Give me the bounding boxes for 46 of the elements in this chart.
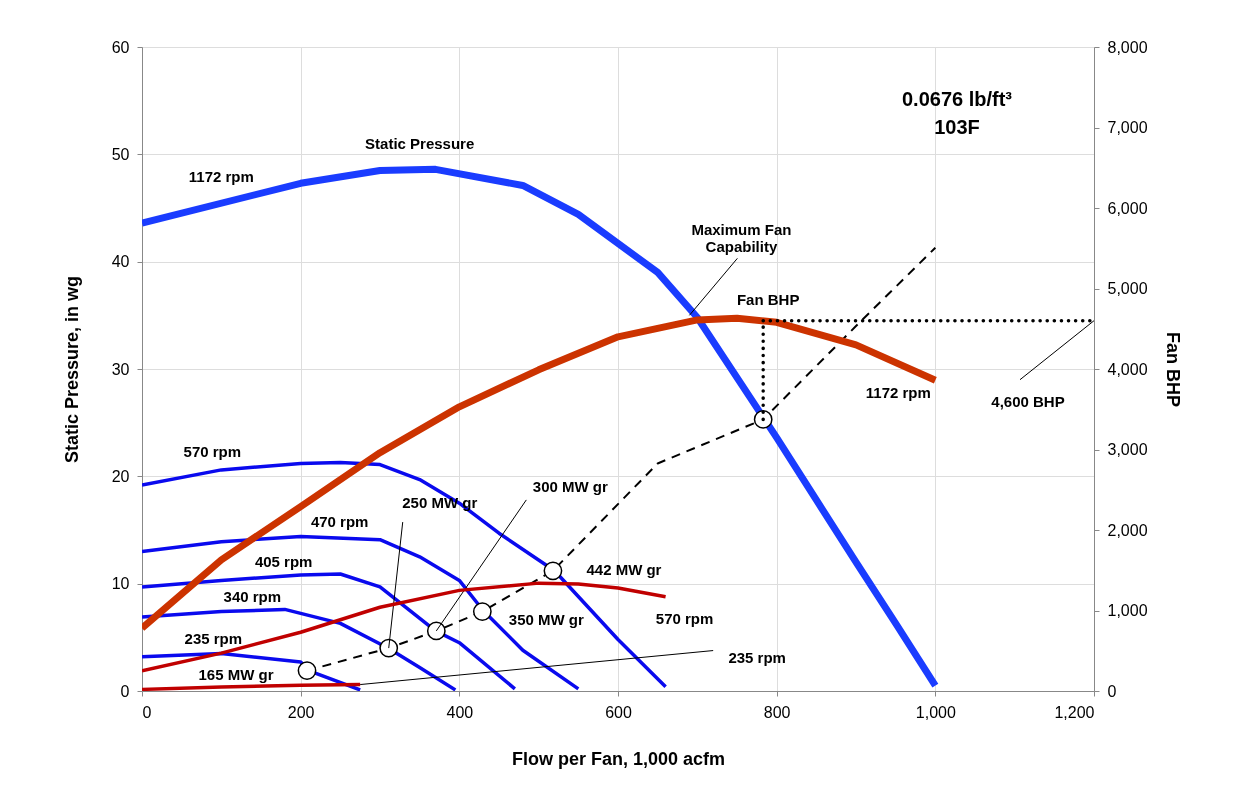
x-tick-label: 1,000 [915, 703, 956, 721]
annotation: 470 rpm [310, 513, 369, 531]
y2-tick-label: 7,000 [1107, 119, 1148, 136]
annotation: 103F [934, 116, 980, 138]
annotation: 570 rpm [655, 609, 714, 627]
annotation: 340 rpm [223, 587, 282, 605]
x-tick-label: 600 [605, 703, 632, 721]
y2-tick-label: 0 [1107, 682, 1117, 700]
y2-tick-label: 1,000 [1107, 602, 1148, 619]
annotation: Fan BHP [736, 290, 800, 308]
annotation: Maximum Fan Capability [691, 221, 792, 256]
y-axis-title: Static Pressure, in wg [61, 275, 82, 464]
y2-tick-label: 2,000 [1107, 521, 1148, 539]
y2-axis-title: Fan BHP [1162, 331, 1183, 408]
y2-tick-label: 3,000 [1107, 441, 1148, 458]
y-tick-label: 10 [111, 575, 130, 593]
annotation: 235 rpm [728, 648, 786, 666]
y2-tick-label: 8,000 [1107, 38, 1148, 56]
annotation: 4,600 BHP [991, 392, 1065, 410]
y-tick-label: 30 [111, 360, 130, 378]
annotation: 165 MW gr [198, 665, 274, 683]
x-tick-label: 0 [142, 703, 152, 721]
annotation: 570 rpm [183, 442, 242, 460]
y2-tick-label: 4,000 [1107, 360, 1148, 378]
annotation: 350 MW gr [508, 610, 585, 628]
y2-tick-label: 5,000 [1107, 280, 1148, 297]
annotation: 0.0676 lb/ft³ [901, 88, 1013, 110]
y-tick-label: 40 [111, 253, 130, 271]
x-tick-label: 1,200 [1054, 703, 1095, 721]
annotation: Static Pressure [365, 135, 475, 153]
y-tick-label: 20 [111, 467, 130, 485]
annotation: 1172 rpm [865, 384, 931, 402]
y-tick-label: 50 [111, 145, 130, 163]
y2-tick-label: 6,000 [1107, 199, 1148, 217]
x-tick-label: 400 [446, 703, 474, 721]
x-axis-title: Flow per Fan, 1,000 acfm [511, 748, 726, 769]
annotation: 405 rpm [254, 553, 313, 571]
annotation: 1172 rpm [188, 167, 254, 185]
y-tick-label: 0 [120, 682, 130, 700]
x-tick-label: 200 [287, 703, 315, 721]
annotation: 442 MW gr [586, 560, 662, 578]
annotation: 250 MW gr [402, 494, 478, 512]
annotation: 235 rpm [184, 630, 243, 648]
x-tick-label: 800 [763, 703, 791, 721]
annotation: 300 MW gr [532, 477, 608, 495]
y-tick-label: 60 [111, 38, 130, 56]
